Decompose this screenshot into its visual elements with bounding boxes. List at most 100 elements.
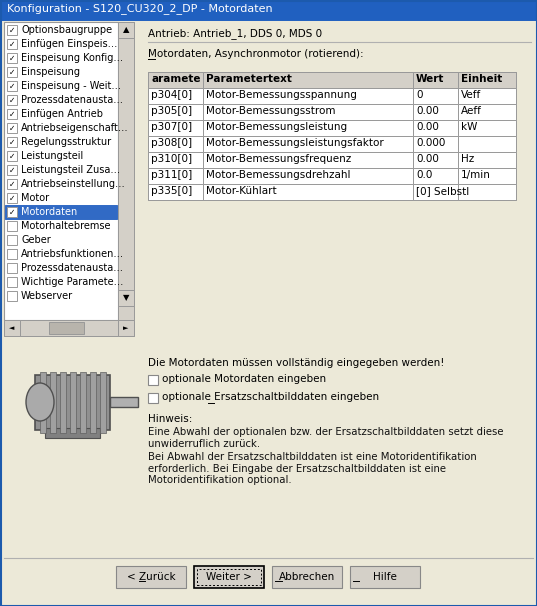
Text: p335[0]: p335[0] [151, 186, 192, 196]
Bar [458, 168, 516, 184]
Text: Konfiguration - S120_CU320_2_DP - Motordaten: Konfiguration - S120_CU320_2_DP - Motord… [7, 3, 273, 14]
Bar [35, 375, 110, 430]
Text: p305[0]: p305[0] [151, 106, 192, 116]
Text: ►: ► [124, 325, 129, 331]
Bar [148, 393, 158, 403]
Bar [148, 184, 516, 200]
Text: 0.000: 0.000 [416, 138, 445, 148]
Bar [7, 179, 17, 189]
Text: ✓: ✓ [9, 179, 15, 188]
Bar [458, 88, 516, 104]
Text: Abbrechen: Abbrechen [279, 572, 335, 582]
Text: ✓: ✓ [9, 96, 15, 104]
Bar [458, 120, 516, 136]
Text: ✓: ✓ [9, 124, 15, 133]
Bar [7, 67, 17, 77]
Text: ✓: ✓ [9, 39, 15, 48]
Bar [194, 566, 264, 588]
Bar [148, 168, 516, 184]
Text: ✓: ✓ [9, 67, 15, 76]
Bar [148, 152, 203, 168]
Bar [203, 184, 413, 200]
Bar [70, 372, 76, 433]
Bar [7, 25, 17, 35]
Bar [148, 72, 203, 88]
Text: p304[0]: p304[0] [151, 90, 192, 100]
Text: Veff: Veff [461, 90, 481, 100]
Bar [7, 137, 17, 147]
Bar [90, 372, 96, 433]
Bar [203, 120, 413, 136]
Text: 1/min: 1/min [461, 170, 491, 180]
Text: < Zurück: < Zurück [127, 572, 175, 582]
Bar [458, 104, 516, 120]
Text: Eine Abwahl der optionalen bzw. der Ersatzschaltbilddaten setzt diese
unwiderruf: Eine Abwahl der optionalen bzw. der Ersa… [148, 427, 504, 448]
Bar [413, 184, 458, 200]
Text: [0] Selbstl: [0] Selbstl [416, 186, 469, 196]
Text: ▼: ▼ [123, 293, 129, 302]
Bar [148, 152, 516, 168]
Text: Motor: Motor [21, 193, 49, 203]
Bar [148, 136, 516, 152]
Text: ✓: ✓ [9, 81, 15, 90]
Bar [7, 221, 17, 231]
Text: Webserver: Webserver [21, 291, 73, 301]
Bar [413, 152, 458, 168]
Text: Einspeisung - Weit…: Einspeisung - Weit… [21, 81, 121, 91]
Bar [203, 152, 413, 168]
Text: optionale Ersatzschaltbilddaten eingeben: optionale Ersatzschaltbilddaten eingeben [162, 392, 379, 402]
Bar [49, 322, 84, 334]
Bar [148, 104, 203, 120]
Text: 0.00: 0.00 [416, 122, 439, 132]
Text: ✓: ✓ [9, 193, 15, 202]
Text: Motor-Bemessungsleistung: Motor-Bemessungsleistung [206, 122, 347, 132]
Bar [203, 88, 413, 104]
Text: Motor-Bemessungsspannung: Motor-Bemessungsspannung [206, 90, 357, 100]
Bar [7, 291, 17, 301]
Bar [7, 39, 17, 49]
Text: ✓: ✓ [9, 165, 15, 175]
Bar [458, 152, 516, 168]
Bar [7, 81, 17, 91]
Bar [148, 375, 158, 385]
Text: Regelungsstruktur: Regelungsstruktur [21, 137, 111, 147]
Bar [148, 120, 203, 136]
Text: Antriebseinstellung…: Antriebseinstellung… [21, 179, 126, 189]
Bar [116, 566, 186, 588]
Text: Motorhaltebremse: Motorhaltebremse [21, 221, 111, 231]
Text: Hinweis:: Hinweis: [148, 414, 192, 424]
Text: Einfügen Antrieb: Einfügen Antrieb [21, 109, 103, 119]
Bar [7, 235, 17, 245]
Bar [40, 372, 46, 433]
Bar [7, 207, 17, 217]
Bar [413, 168, 458, 184]
Text: p307[0]: p307[0] [151, 122, 192, 132]
Text: Motordaten: Motordaten [21, 207, 77, 217]
Text: Optionsbaugruppe: Optionsbaugruppe [21, 25, 112, 35]
Text: Hz: Hz [461, 154, 474, 164]
Text: Leistungsteil: Leistungsteil [21, 151, 83, 161]
Text: Prozessdatenausta…: Prozessdatenausta… [21, 95, 123, 105]
Bar [413, 88, 458, 104]
Bar [7, 53, 17, 63]
Text: 0: 0 [416, 90, 423, 100]
Text: Bei Abwahl der Ersatzschaltbilddaten ist eine Motoridentifikation
erforderlich. : Bei Abwahl der Ersatzschaltbilddaten ist… [148, 452, 477, 485]
Bar [7, 123, 17, 133]
Text: Einspeisung: Einspeisung [21, 67, 80, 77]
Text: Die Motordaten müssen vollständig eingegeben werden!: Die Motordaten müssen vollständig eingeg… [148, 358, 445, 368]
Bar [110, 397, 138, 407]
Text: Motor-Bemessungsleistungsfaktor: Motor-Bemessungsleistungsfaktor [206, 138, 384, 148]
Bar [0, 0, 537, 20]
Text: Leistungsteil Zusa…: Leistungsteil Zusa… [21, 165, 120, 175]
Bar [413, 120, 458, 136]
Bar [118, 320, 134, 336]
Text: 0.0: 0.0 [416, 170, 432, 180]
Text: Antriebsfunktionen…: Antriebsfunktionen… [21, 249, 124, 259]
Bar [350, 566, 420, 588]
Bar [148, 184, 203, 200]
Text: Antrieb: Antrieb_1, DDS 0, MDS 0: Antrieb: Antrieb_1, DDS 0, MDS 0 [148, 28, 322, 39]
Bar [80, 372, 86, 433]
Text: ▲: ▲ [123, 25, 129, 35]
Bar [413, 104, 458, 120]
Bar [7, 151, 17, 161]
